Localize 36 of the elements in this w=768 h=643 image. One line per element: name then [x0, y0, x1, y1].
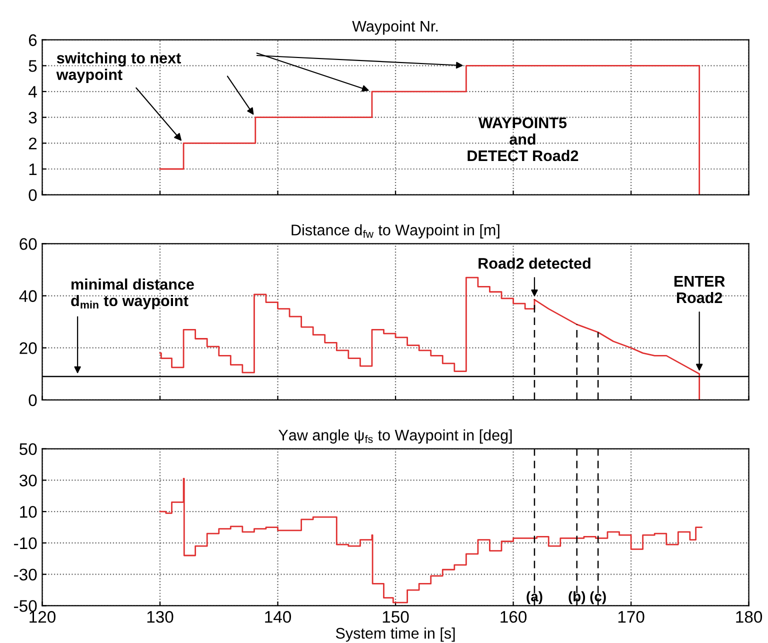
chart-title: Waypoint Nr. [352, 20, 438, 35]
y-tick-label: -30 [14, 568, 37, 581]
y-tick-label: 1 [29, 164, 37, 176]
y-tick-label: 60 [20, 238, 37, 250]
annotation: switching to next waypoint [56, 52, 181, 84]
y-tick-label: 4 [28, 86, 37, 98]
y-tick-label: -50 [14, 600, 37, 612]
x-tick-label: 170 [618, 611, 644, 623]
y-tick-label: 6 [28, 34, 37, 46]
annotation: ENTER Road2 [674, 276, 725, 304]
x-tick-label: 120 [30, 611, 56, 623]
y-tick-label: 5 [28, 60, 37, 72]
x-tick-label: 130 [147, 611, 174, 623]
y-tick-label: 20 [20, 342, 37, 354]
y-tick-label: 40 [19, 290, 37, 302]
ref-line-label: (a) [526, 591, 542, 604]
y-tick-label: 3 [28, 112, 37, 124]
ref-line-label: (c) [590, 591, 606, 604]
y-tick-label: 30 [19, 474, 37, 486]
x-tick-label: 140 [265, 611, 292, 623]
x-tick-label: 160 [500, 611, 527, 623]
y-tick-label: -10 [14, 537, 37, 550]
chart-title: Yaw angle ψ$_{fs}$ to Waypoint in [deg] [278, 429, 512, 444]
annotation: minimal distance d$_{min}$ to waypoint [71, 278, 194, 310]
y-tick-label: 50 [20, 443, 37, 456]
chart-title: Distance d$_{fw}$ to Waypoint in [m] [292, 224, 500, 238]
y-tick-label: 2 [28, 138, 37, 150]
ref-line-label: (b) [568, 591, 586, 604]
annotation: Road2 detected [478, 258, 590, 269]
annotation: WAYPOINT5 and DETECT Road2 [468, 117, 578, 162]
x-axis-title: System time in [s] [336, 627, 455, 642]
y-tick-label: 10 [20, 506, 37, 518]
y-tick-label: 0 [28, 189, 37, 202]
y-tick-label: 0 [28, 394, 37, 406]
x-tick-label: 150 [382, 611, 409, 623]
x-tick-label: 180 [736, 611, 762, 623]
